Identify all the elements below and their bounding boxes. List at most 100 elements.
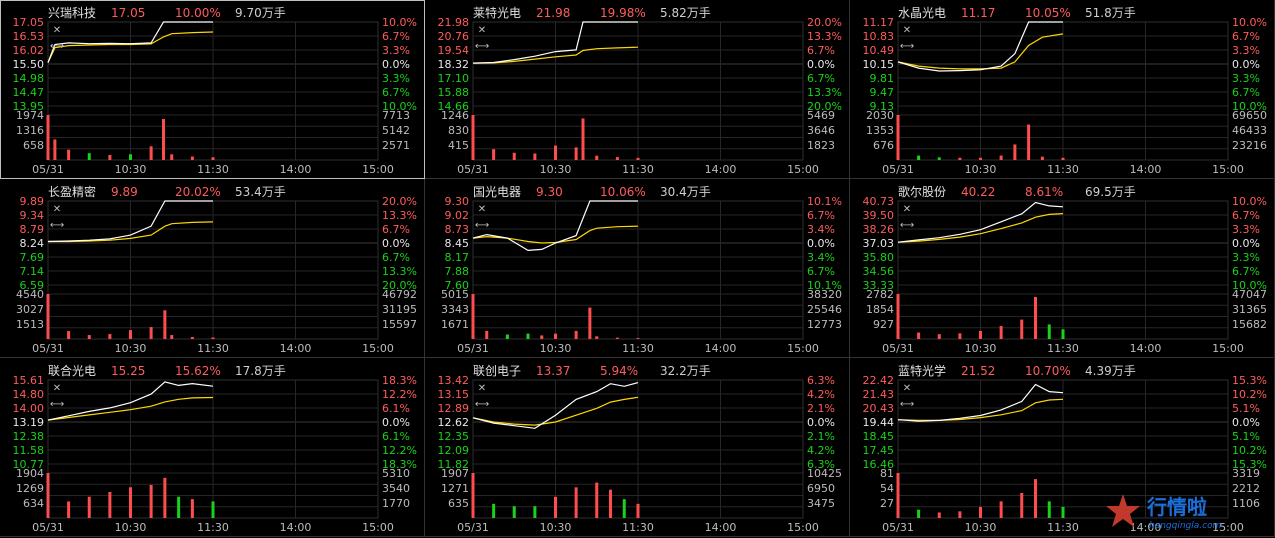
expand-arrows-icon[interactable]: ⟷ bbox=[899, 41, 915, 52]
expand-arrows-icon[interactable]: ⟷ bbox=[899, 399, 915, 410]
stock-volume: 53.4万手 bbox=[235, 185, 286, 199]
price-tick-label: 12.62 bbox=[438, 416, 470, 429]
time-tick-label: 11:30 bbox=[197, 342, 229, 355]
volume-bar bbox=[574, 487, 578, 518]
stock-panel[interactable]: 蓝特光学 21.52 10.70% 4.39万手 22.42 21.43 20.43 19.4… bbox=[850, 358, 1275, 537]
price-tick-label: 12.35 bbox=[438, 430, 470, 443]
price-tick-label: 10.83 bbox=[863, 30, 895, 43]
price-tick-label: 35.80 bbox=[863, 251, 895, 264]
stock-panel[interactable]: 联创电子 13.37 5.94% 32.2万手 13.42 13.15 12.89 12.62… bbox=[425, 358, 850, 537]
price-tick-label: 38.26 bbox=[863, 223, 895, 236]
stock-name[interactable]: 水晶光电 bbox=[898, 6, 947, 20]
volume-bar bbox=[485, 330, 489, 339]
stock-name[interactable]: 兴瑞科技 bbox=[48, 6, 97, 20]
stock-name[interactable]: 联合光电 bbox=[48, 364, 97, 378]
price-tick-label: 10.15 bbox=[863, 58, 895, 71]
close-icon[interactable]: ✕ bbox=[477, 383, 487, 394]
price-line bbox=[47, 21, 213, 63]
avg-price-line bbox=[897, 213, 1064, 243]
stock-panel[interactable]: 长盈精密 9.89 20.02% 53.4万手 9.89 9.34 8.79 8.24 7.69… bbox=[0, 179, 425, 358]
stock-name[interactable]: 莱特光电 bbox=[473, 6, 522, 20]
stock-price: 17.05 bbox=[111, 6, 146, 20]
pct-tick-label: 3.3% bbox=[1232, 223, 1260, 236]
volume-bar bbox=[1061, 157, 1065, 160]
expand-arrows-icon[interactable]: ⟷ bbox=[49, 399, 65, 410]
price-tick-label: 9.89 bbox=[20, 195, 45, 208]
price-tick-label: 33.33 bbox=[863, 279, 895, 292]
close-icon[interactable]: ✕ bbox=[52, 25, 62, 36]
pct-tick-label: 4.2% bbox=[807, 388, 835, 401]
time-tick-label: 11:30 bbox=[622, 163, 654, 176]
pct-tick-label: 10.0% bbox=[1232, 16, 1267, 29]
close-icon[interactable]: ✕ bbox=[902, 25, 912, 36]
stock-volume: 5.82万手 bbox=[660, 6, 711, 20]
volume-tick-label: 3027 bbox=[16, 303, 44, 316]
expand-arrows-icon[interactable]: ⟷ bbox=[474, 220, 490, 231]
time-tick-label: 14:00 bbox=[705, 163, 737, 176]
volume-bar bbox=[149, 146, 153, 160]
close-icon[interactable]: ✕ bbox=[52, 204, 62, 215]
pct-tick-label: 4.2% bbox=[807, 444, 835, 457]
watermark-title: 行情啦 bbox=[1146, 495, 1207, 519]
price-tick-label: 13.15 bbox=[438, 388, 470, 401]
time-tick-label: 05/31 bbox=[882, 521, 914, 534]
pct-tick-label: 13.3% bbox=[807, 86, 842, 99]
expand-arrows-icon[interactable]: ⟷ bbox=[474, 399, 490, 410]
price-tick-label: 18.32 bbox=[438, 58, 470, 71]
stock-name[interactable]: 国光电器 bbox=[473, 185, 522, 199]
expand-arrows-icon[interactable]: ⟷ bbox=[899, 220, 915, 231]
expand-arrows-icon[interactable]: ⟷ bbox=[474, 41, 490, 52]
pct-tick-label: 20.0% bbox=[807, 100, 842, 113]
volume-tick-label: 1974 bbox=[16, 109, 44, 122]
stock-name[interactable]: 蓝特光学 bbox=[898, 364, 947, 378]
volume-bar bbox=[636, 338, 640, 339]
pct-tick-label: 3.3% bbox=[1232, 251, 1260, 264]
stock-volume: 4.39万手 bbox=[1085, 364, 1136, 378]
stock-name[interactable]: 联创电子 bbox=[473, 364, 522, 378]
price-tick-label: 10.77 bbox=[13, 458, 45, 471]
close-icon[interactable]: ✕ bbox=[477, 204, 487, 215]
time-tick-label: 10:30 bbox=[115, 163, 147, 176]
time-tick-label: 15:00 bbox=[1212, 521, 1244, 534]
avg-price-line bbox=[47, 31, 214, 63]
volume-bar bbox=[609, 489, 612, 518]
pct-tick-label: 10.2% bbox=[1232, 444, 1267, 457]
stock-panel[interactable]: 歌尔股份 40.22 8.61% 69.5万手 40.73 39.50 38.26 37.03… bbox=[850, 179, 1275, 358]
pct-tick-label: 10.0% bbox=[1232, 100, 1267, 113]
stock-panel[interactable]: 兴瑞科技 17.05 10.00% 9.70万手 17.05 16.53 16.02 15.5… bbox=[0, 0, 425, 179]
volume-bar bbox=[636, 157, 640, 160]
intraday-chart: 9.899.348.798.247.697.146.5920.0%13.3%6.… bbox=[16, 195, 417, 355]
pct-tick-label: 6.1% bbox=[382, 430, 410, 443]
expand-arrows-icon[interactable]: ⟷ bbox=[49, 220, 65, 231]
close-icon[interactable]: ✕ bbox=[902, 204, 912, 215]
volume-bar bbox=[937, 157, 941, 160]
time-tick-label: 14:00 bbox=[1130, 163, 1162, 176]
volume-bar bbox=[615, 337, 619, 339]
close-icon[interactable]: ✕ bbox=[52, 383, 62, 394]
volume-tick-label: 31365 bbox=[1232, 303, 1267, 316]
stock-panel[interactable]: 水晶光电 11.17 10.05% 51.8万手 11.17 10.83 10.49 10.1… bbox=[850, 0, 1275, 179]
volume-bar bbox=[471, 473, 475, 518]
volume-bar bbox=[999, 155, 1003, 160]
volume-tick-label: 27 bbox=[880, 497, 894, 510]
stock-volume: 9.70万手 bbox=[235, 6, 286, 20]
volume-bar bbox=[979, 330, 982, 339]
price-tick-label: 12.89 bbox=[438, 402, 470, 415]
price-tick-label: 7.69 bbox=[20, 251, 45, 264]
stock-panel[interactable]: 莱特光电 21.98 19.98% 5.82万手 21.98 20.76 19.54 18.3… bbox=[425, 0, 850, 179]
time-tick-label: 05/31 bbox=[457, 342, 489, 355]
volume-bar bbox=[574, 330, 578, 339]
stock-panel[interactable]: 联合光电 15.25 15.62% 17.8万手 15.61 14.80 14.00 13.1… bbox=[0, 358, 425, 537]
stock-name[interactable]: 歌尔股份 bbox=[898, 185, 947, 199]
price-tick-label: 13.19 bbox=[13, 416, 45, 429]
stock-name[interactable]: 长盈精密 bbox=[48, 185, 97, 199]
close-icon[interactable]: ✕ bbox=[902, 383, 912, 394]
pct-tick-label: 0.0% bbox=[1232, 416, 1260, 429]
pct-tick-label: 20.0% bbox=[382, 195, 417, 208]
stock-panel[interactable]: 国光电器 9.30 10.06% 30.4万手 9.30 9.02 8.73 8.45 8.17… bbox=[425, 179, 850, 358]
time-tick-label: 14:00 bbox=[280, 163, 312, 176]
close-icon[interactable]: ✕ bbox=[477, 25, 487, 36]
expand-arrows-icon[interactable]: ⟷ bbox=[49, 41, 65, 52]
